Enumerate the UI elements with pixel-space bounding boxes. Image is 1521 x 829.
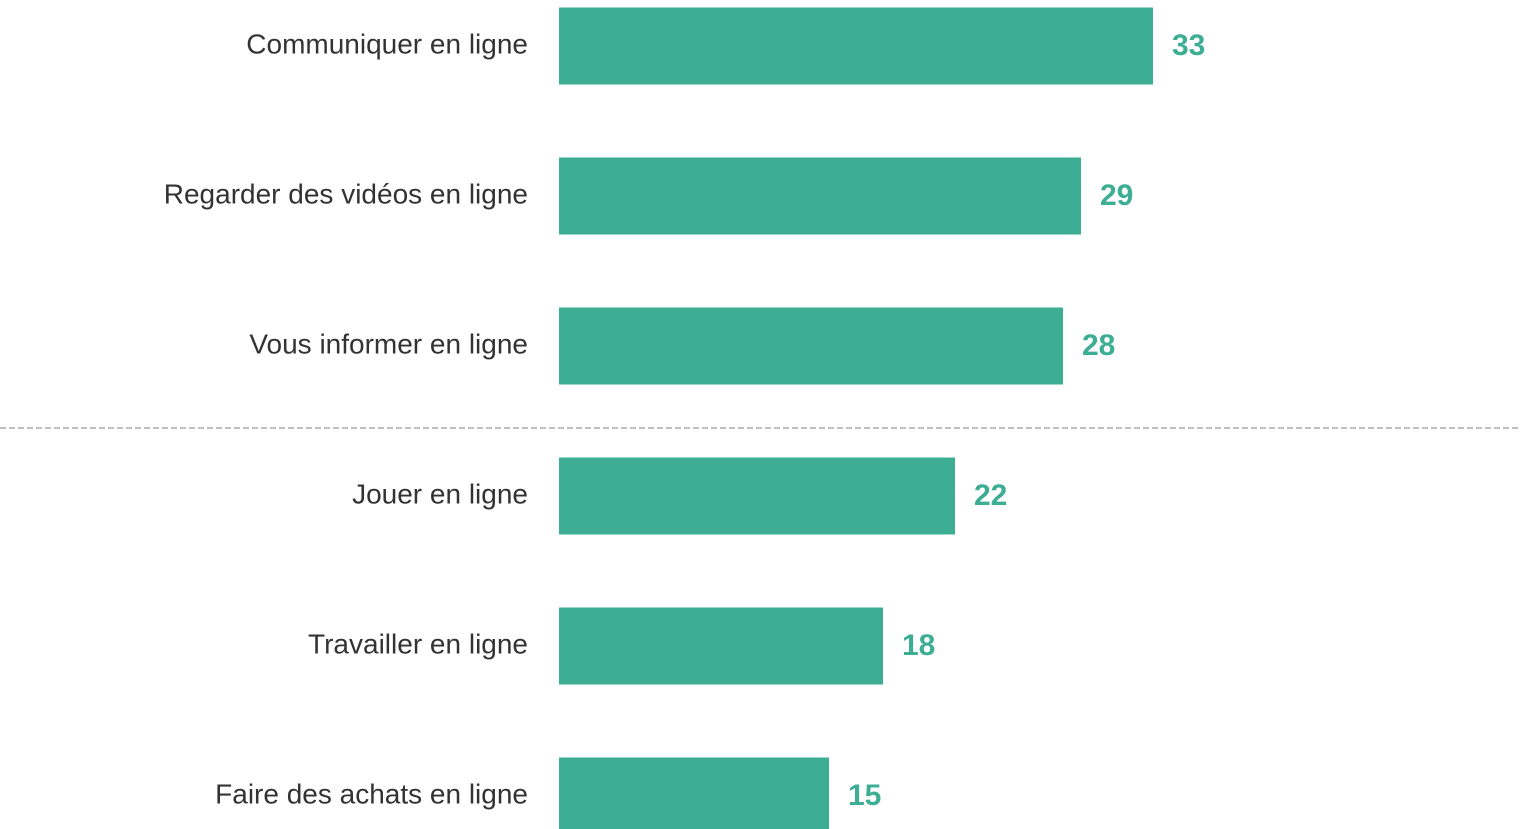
value-label: 28: [1082, 329, 1115, 362]
category-label: Communiquer en ligne: [246, 28, 528, 59]
value-label: 29: [1100, 179, 1133, 212]
category-label: Travailler en ligne: [308, 628, 528, 659]
bar: [559, 457, 955, 535]
category-label: Vous informer en ligne: [249, 328, 528, 359]
category-label: Regarder des vidéos en ligne: [164, 178, 528, 209]
bar: [559, 757, 829, 829]
value-label: 15: [848, 779, 881, 812]
bar: [559, 7, 1153, 85]
bar: [559, 307, 1063, 385]
value-label: 22: [974, 479, 1007, 512]
category-label: Jouer en ligne: [352, 478, 528, 509]
bar: [559, 607, 883, 685]
bar: [559, 157, 1081, 235]
value-label: 33: [1172, 29, 1205, 62]
value-label: 18: [902, 629, 935, 662]
category-label: Faire des achats en ligne: [215, 778, 528, 809]
